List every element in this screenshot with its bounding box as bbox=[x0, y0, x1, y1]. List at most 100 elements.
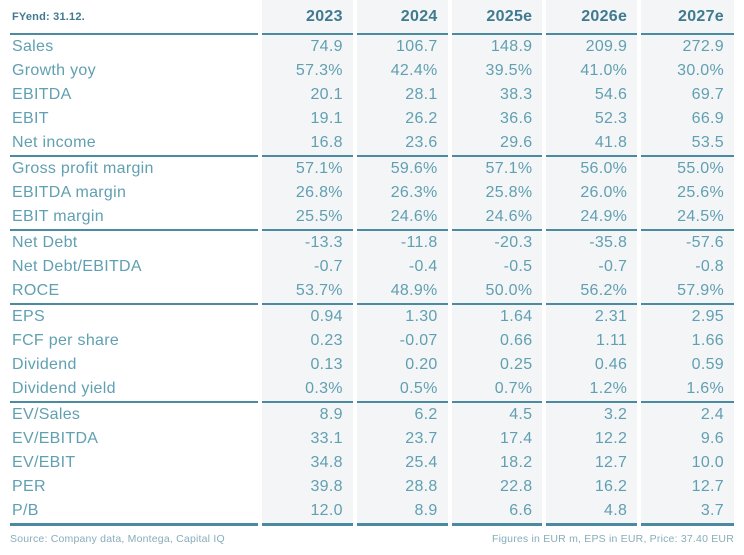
row-label: Gross profit margin bbox=[12, 160, 154, 177]
cell-value: 12.0 bbox=[258, 499, 355, 525]
cell-value: 0.25 bbox=[447, 353, 545, 377]
cell-value: 209.9 bbox=[542, 34, 640, 59]
fyend-label: FYend: 31.12. bbox=[10, 0, 260, 35]
table-row: Net Debt -13.3 -11.8 -20.3 -35.8 -57.6 bbox=[10, 230, 734, 255]
cell-value: 25.5% bbox=[258, 205, 355, 230]
cell-value: -20.3 bbox=[447, 230, 545, 255]
cell-value: 10.0 bbox=[637, 451, 734, 475]
table-footer: Source: Company data, Montega, Capital I… bbox=[10, 533, 734, 545]
table-row: EV/EBIT 34.8 25.4 18.2 12.7 10.0 bbox=[10, 451, 734, 475]
cell-value: 74.9 bbox=[258, 34, 355, 59]
cell-value: 1.30 bbox=[352, 304, 450, 329]
row-label: Dividend yield bbox=[12, 380, 116, 397]
row-label: EBIT bbox=[12, 110, 49, 127]
cell-value: 57.3% bbox=[258, 59, 355, 83]
row-label: Sales bbox=[12, 38, 54, 55]
table-row: PER 39.8 28.8 22.8 16.2 12.7 bbox=[10, 475, 734, 499]
table-header: FYend: 31.12. 2023 2024 2025e 2026e 2027… bbox=[10, 0, 734, 35]
cell-value: 57.1% bbox=[258, 156, 355, 181]
column-header-2024: 2024 bbox=[352, 0, 450, 35]
cell-value: 55.0% bbox=[637, 156, 734, 181]
cell-value: 12.7 bbox=[637, 475, 734, 499]
table-row: EBITDA margin 26.8% 26.3% 25.8% 26.0% 25.6% bbox=[10, 181, 734, 205]
cell-value: -0.8 bbox=[637, 255, 734, 279]
cell-value: 50.0% bbox=[447, 279, 545, 304]
cell-value: 24.6% bbox=[352, 205, 450, 230]
cell-value: 0.5% bbox=[352, 377, 450, 402]
cell-value: 53.5 bbox=[637, 131, 734, 156]
table-row: ROCE 53.7% 48.9% 50.0% 56.2% 57.9% bbox=[10, 279, 734, 304]
table-row: EV/EBITDA 33.1 23.7 17.4 12.2 9.6 bbox=[10, 427, 734, 451]
cell-value: 56.0% bbox=[542, 156, 640, 181]
cell-value: -13.3 bbox=[258, 230, 355, 255]
cell-value: 28.1 bbox=[352, 83, 450, 107]
cell-value: 0.94 bbox=[258, 304, 355, 329]
cell-value: 25.4 bbox=[352, 451, 450, 475]
cell-value: 8.9 bbox=[258, 402, 355, 427]
cell-value: -0.7 bbox=[258, 255, 355, 279]
cell-value: 0.20 bbox=[352, 353, 450, 377]
row-label: EV/Sales bbox=[12, 406, 81, 423]
cell-value: 8.9 bbox=[352, 499, 450, 525]
cell-value: 38.3 bbox=[447, 83, 545, 107]
table-row: EBITDA 20.1 28.1 38.3 54.6 69.7 bbox=[10, 83, 734, 107]
cell-value: 39.5% bbox=[447, 59, 545, 83]
row-label: Net Debt bbox=[12, 234, 78, 251]
cell-value: 48.9% bbox=[352, 279, 450, 304]
table-section: EPS 0.94 1.30 1.64 2.31 2.95 FCF per share 0.23… bbox=[10, 304, 734, 402]
cell-value: 33.1 bbox=[258, 427, 355, 451]
cell-value: 0.3% bbox=[258, 377, 355, 402]
header-row: FYend: 31.12. 2023 2024 2025e 2026e 2027… bbox=[10, 0, 734, 35]
table-row: Dividend 0.13 0.20 0.25 0.46 0.59 bbox=[10, 353, 734, 377]
table-row: Sales 74.9 106.7 148.9 209.9 272.9 bbox=[10, 34, 734, 59]
table-row: Net Debt/EBITDA -0.7 -0.4 -0.5 -0.7 -0.8 bbox=[10, 255, 734, 279]
cell-value: 6.2 bbox=[352, 402, 450, 427]
table-section: Net Debt -13.3 -11.8 -20.3 -35.8 -57.6 Net Deb… bbox=[10, 230, 734, 304]
cell-value: 2.4 bbox=[637, 402, 734, 427]
cell-value: -11.8 bbox=[352, 230, 450, 255]
cell-value: 26.3% bbox=[352, 181, 450, 205]
cell-value: -57.6 bbox=[637, 230, 734, 255]
cell-value: 0.66 bbox=[447, 329, 545, 353]
cell-value: 1.11 bbox=[542, 329, 640, 353]
cell-value: -0.07 bbox=[352, 329, 450, 353]
cell-value: 30.0% bbox=[637, 59, 734, 83]
table-section: Sales 74.9 106.7 148.9 209.9 272.9 Growth yoy 5… bbox=[10, 34, 734, 156]
row-label: ROCE bbox=[12, 282, 60, 299]
cell-value: 1.64 bbox=[447, 304, 545, 329]
cell-value: 25.6% bbox=[637, 181, 734, 205]
cell-value: 26.8% bbox=[258, 181, 355, 205]
cell-value: -0.5 bbox=[447, 255, 545, 279]
table-row: Gross profit margin 57.1% 59.6% 57.1% 56.0% 5… bbox=[10, 156, 734, 181]
cell-value: 26.0% bbox=[542, 181, 640, 205]
table-row: Growth yoy 57.3% 42.4% 39.5% 41.0% 30.0% bbox=[10, 59, 734, 83]
cell-value: 24.6% bbox=[447, 205, 545, 230]
cell-value: 0.13 bbox=[258, 353, 355, 377]
row-label: EPS bbox=[12, 308, 45, 325]
cell-value: 1.6% bbox=[637, 377, 734, 402]
cell-value: -0.7 bbox=[542, 255, 640, 279]
cell-value: 3.2 bbox=[542, 402, 640, 427]
column-header-2023: 2023 bbox=[258, 0, 355, 35]
cell-value: 18.2 bbox=[447, 451, 545, 475]
row-label: Dividend bbox=[12, 356, 77, 373]
cell-value: 1.66 bbox=[637, 329, 734, 353]
cell-value: 16.8 bbox=[258, 131, 355, 156]
cell-value: 0.46 bbox=[542, 353, 640, 377]
cell-value: 24.5% bbox=[637, 205, 734, 230]
table-row: EV/Sales 8.9 6.2 4.5 3.2 2.4 bbox=[10, 402, 734, 427]
row-label: EBIT margin bbox=[12, 208, 104, 225]
table-section: EV/Sales 8.9 6.2 4.5 3.2 2.4 EV/EBITDA 33.1 23.7… bbox=[10, 402, 734, 525]
cell-value: 0.7% bbox=[447, 377, 545, 402]
cell-value: 17.4 bbox=[447, 427, 545, 451]
cell-value: 66.9 bbox=[637, 107, 734, 131]
cell-value: 26.2 bbox=[352, 107, 450, 131]
cell-value: 23.6 bbox=[352, 131, 450, 156]
row-label: EBITDA margin bbox=[12, 184, 127, 201]
cell-value: 2.31 bbox=[542, 304, 640, 329]
cell-value: 52.3 bbox=[542, 107, 640, 131]
cell-value: 25.8% bbox=[447, 181, 545, 205]
cell-value: 4.5 bbox=[447, 402, 545, 427]
cell-value: 6.6 bbox=[447, 499, 545, 525]
